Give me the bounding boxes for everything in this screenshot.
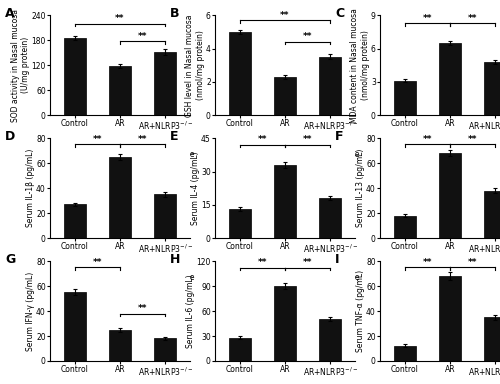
Text: WT mice: WT mice [411, 150, 444, 159]
Y-axis label: GSH level in Nasal mucosa
(nmol/mg protein): GSH level in Nasal mucosa (nmol/mg prote… [185, 14, 204, 116]
Y-axis label: Serum IL-1β (pg/mL): Serum IL-1β (pg/mL) [26, 149, 35, 227]
Bar [108, 66, 132, 115]
Text: NLRP3 KO mice: NLRP3 KO mice [301, 273, 360, 282]
Bar [274, 165, 296, 238]
Text: WT mice: WT mice [411, 273, 444, 282]
Bar [319, 319, 342, 361]
Text: **: ** [303, 33, 312, 41]
Text: D: D [5, 130, 15, 143]
Text: H: H [170, 253, 180, 266]
Bar [394, 346, 416, 361]
Text: **: ** [303, 136, 312, 144]
Text: WT mice: WT mice [246, 273, 279, 282]
Text: E: E [170, 130, 178, 143]
Bar [438, 276, 462, 361]
Text: **: ** [138, 135, 147, 144]
Bar [64, 292, 86, 361]
Text: **: ** [303, 258, 312, 267]
Text: **: ** [468, 13, 477, 23]
Text: **: ** [92, 258, 102, 267]
Text: **: ** [422, 135, 432, 144]
Bar [319, 57, 342, 115]
Text: A: A [5, 7, 15, 20]
Bar [274, 286, 296, 361]
Bar [484, 191, 500, 238]
Text: **: ** [468, 258, 477, 267]
Text: **: ** [138, 304, 147, 313]
Text: **: ** [116, 14, 125, 23]
Bar [228, 32, 251, 115]
Bar [64, 38, 86, 115]
Bar [154, 52, 176, 115]
Y-axis label: Serum IL-4 (pg/mL): Serum IL-4 (pg/mL) [190, 151, 200, 225]
Y-axis label: SOD activity in Nasal mucosa
(U/mg protein): SOD activity in Nasal mucosa (U/mg prote… [10, 9, 30, 122]
Y-axis label: Serum IFN-γ (pg/mL): Serum IFN-γ (pg/mL) [26, 271, 35, 351]
Text: **: ** [138, 31, 147, 41]
Text: **: ** [280, 11, 290, 20]
Text: I: I [335, 253, 340, 266]
Bar [108, 330, 132, 361]
Text: NLRP3 KO mice: NLRP3 KO mice [136, 273, 194, 282]
Y-axis label: Serum IL-6 (pg/mL): Serum IL-6 (pg/mL) [186, 274, 195, 348]
Bar [484, 62, 500, 115]
Text: G: G [5, 253, 15, 266]
Text: WT mice: WT mice [81, 150, 114, 159]
Text: **: ** [258, 258, 267, 267]
Y-axis label: MDA content in Nasal mucosa
(nmol/mg protein): MDA content in Nasal mucosa (nmol/mg pro… [350, 8, 370, 123]
Text: NLRP3 KO mice: NLRP3 KO mice [301, 150, 360, 159]
Text: WT mice: WT mice [246, 150, 279, 159]
Text: C: C [335, 7, 344, 20]
Bar [108, 157, 132, 238]
Bar [228, 209, 251, 238]
Bar [64, 204, 86, 238]
Text: F: F [335, 130, 344, 143]
Text: NLRP3 KO mice: NLRP3 KO mice [466, 273, 500, 282]
Bar [394, 81, 416, 115]
Bar [484, 317, 500, 361]
Text: **: ** [468, 135, 477, 144]
Text: **: ** [258, 136, 267, 144]
Bar [154, 194, 176, 238]
Bar [438, 43, 462, 115]
Text: B: B [170, 7, 179, 20]
Bar [319, 198, 342, 238]
Text: **: ** [92, 135, 102, 144]
Y-axis label: Serum IL-13 (pg/mL): Serum IL-13 (pg/mL) [356, 149, 364, 227]
Bar [274, 77, 296, 115]
Y-axis label: Serum TNF-α (pg/mL): Serum TNF-α (pg/mL) [356, 270, 364, 352]
Bar [438, 153, 462, 238]
Bar [228, 338, 251, 361]
Text: NLRP3 KO mice: NLRP3 KO mice [136, 150, 194, 159]
Text: **: ** [422, 13, 432, 23]
Text: **: ** [422, 258, 432, 267]
Text: NLRP3 KO mice: NLRP3 KO mice [466, 150, 500, 159]
Bar [394, 216, 416, 238]
Bar [154, 339, 176, 361]
Text: WT mice: WT mice [81, 273, 114, 282]
